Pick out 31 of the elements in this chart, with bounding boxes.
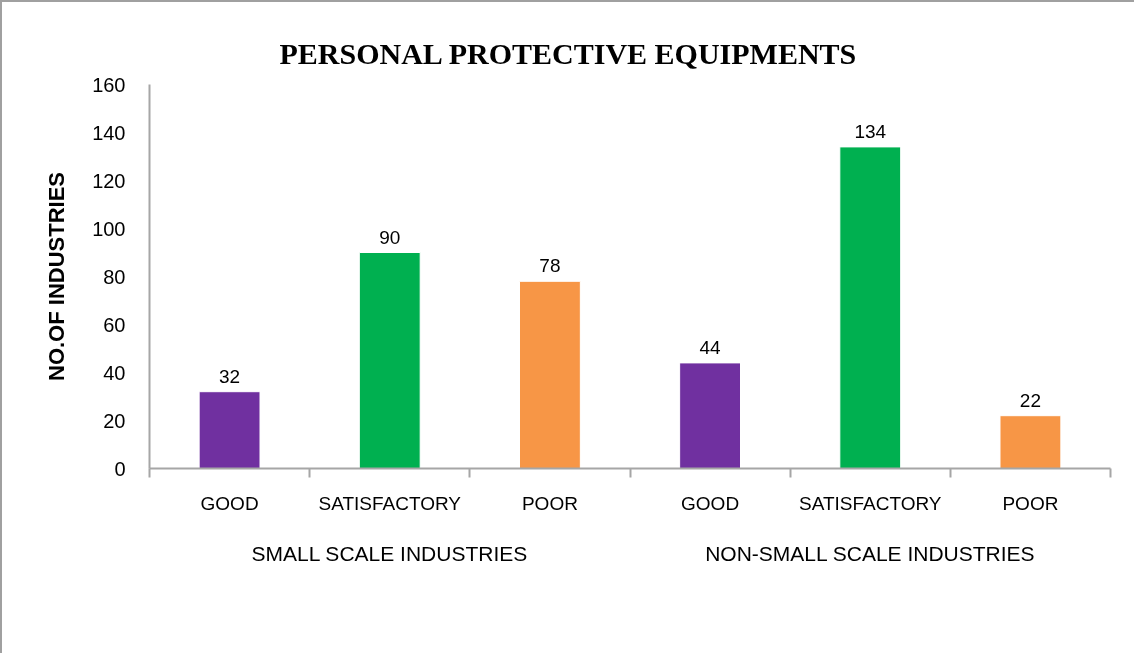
y-tick-label: 140 [92, 121, 126, 144]
bar [679, 362, 742, 469]
chart-title: PERSONAL PROTECTIVE EQUIPMENTS [279, 36, 857, 70]
y-tick-label: 20 [103, 409, 126, 432]
data-label: 134 [854, 120, 887, 142]
x-tick-label: GOOD [681, 492, 740, 514]
y-tick-label: 100 [92, 217, 126, 240]
y-tick-label: 80 [103, 265, 126, 288]
bar [839, 146, 902, 469]
bar [198, 391, 261, 469]
bar [999, 415, 1062, 469]
y-tick-label: 60 [103, 313, 126, 336]
data-label: 78 [539, 255, 561, 277]
x-tick-label: POOR [521, 492, 578, 514]
data-label: 44 [699, 336, 722, 358]
y-axis-title: NO.OF INDUSTRIES [44, 171, 70, 382]
y-tick-label: 120 [92, 169, 126, 192]
x-tick-label: GOOD [200, 492, 259, 514]
data-label: 32 [219, 365, 241, 387]
data-label: 22 [1019, 389, 1041, 411]
text: NON-SMALL SCALE INDUSTRIES [705, 541, 1035, 565]
x-tick-label: POOR [1002, 492, 1059, 514]
y-tick-label: 0 [114, 457, 126, 480]
y-tick-label: 40 [103, 361, 126, 384]
bar [518, 280, 581, 469]
text: SMALL SCALE INDUSTRIES [251, 541, 528, 565]
bar [358, 252, 421, 469]
x-tick-label: SATISFACTORY [798, 492, 942, 514]
y-tick-label: 160 [92, 73, 126, 96]
x-tick-label: SATISFACTORY [318, 492, 462, 514]
data-label: 90 [379, 226, 401, 248]
